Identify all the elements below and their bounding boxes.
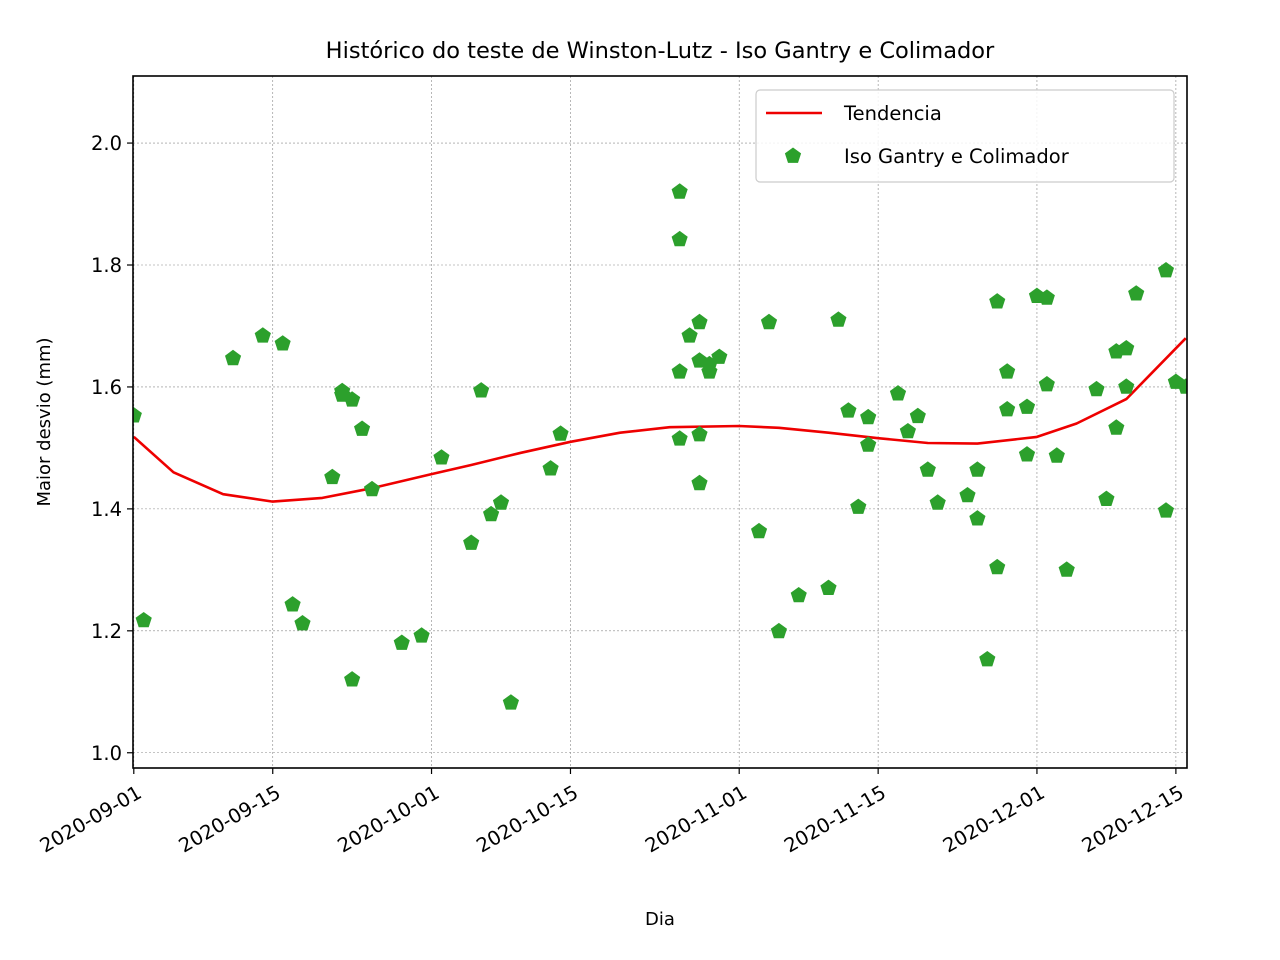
legend-box [755, 89, 1175, 183]
data-point [133, 407, 142, 423]
chart-title: Histórico do teste de Winston-Lutz - Iso… [326, 38, 995, 64]
data-point [552, 425, 569, 441]
data-point [959, 487, 976, 503]
data-point [274, 335, 291, 351]
data-point [225, 349, 242, 366]
data-point [354, 420, 371, 436]
data-point [254, 327, 271, 343]
legend-label: Iso Gantry e Colimador [844, 145, 1070, 168]
data-point [711, 348, 728, 364]
y-tick-label: 2.0 [91, 132, 122, 155]
data-point [691, 313, 708, 330]
legend-label: Tendencia [843, 102, 942, 125]
x-axis-label: Dia [645, 909, 675, 930]
data-point [969, 461, 986, 477]
data-point [760, 313, 778, 330]
y-tick-label: 1.0 [91, 742, 122, 765]
data-point [860, 408, 877, 425]
y-tick-label: 1.2 [91, 620, 122, 643]
axes-frame [132, 75, 1188, 769]
data-point [502, 694, 519, 710]
data-point [1118, 340, 1135, 356]
data-point [820, 579, 837, 595]
data-point [433, 449, 450, 465]
data-point [889, 385, 907, 401]
data-point [1177, 378, 1187, 394]
data-point [324, 468, 341, 485]
data-point [850, 498, 867, 514]
legend: Tendencia Iso Gantry e Colimador [755, 89, 1175, 183]
data-point [284, 596, 301, 612]
x-tick-label: 2020-10-15 [473, 781, 583, 858]
data-point [1088, 380, 1105, 397]
data-point [919, 461, 936, 477]
data-point [860, 436, 877, 452]
data-point [463, 534, 480, 550]
data-point [1118, 378, 1135, 394]
x-tick-label: 2020-09-15 [175, 781, 285, 858]
grid-lines [133, 76, 1187, 768]
data-point [999, 363, 1016, 379]
data-point [1058, 561, 1075, 577]
data-point [1108, 419, 1125, 435]
data-point [989, 558, 1006, 575]
y-tick-label: 1.6 [91, 376, 122, 399]
y-axis-label: Maior desvio (mm) [34, 337, 55, 506]
data-point [979, 651, 996, 667]
data-point [671, 183, 688, 199]
data-point [473, 382, 490, 398]
data-point [393, 634, 410, 650]
data-point [671, 363, 688, 379]
data-point [294, 615, 311, 631]
x-axis-ticks: 2020-09-01 2020-09-15 2020-10-01 2020-10-15… [36, 768, 1188, 857]
data-point [1098, 490, 1115, 506]
data-point [344, 391, 361, 407]
data-point [681, 327, 698, 343]
data-point [1128, 285, 1145, 301]
x-tick-label: 2020-10-01 [334, 781, 444, 858]
data-point [899, 423, 916, 439]
data-point [492, 494, 510, 510]
legend-marker-swatch [784, 147, 802, 163]
data-point [542, 460, 559, 476]
data-point [909, 407, 926, 424]
data-point [1038, 289, 1055, 305]
data-point [770, 622, 787, 639]
data-point [989, 293, 1006, 309]
data-point [691, 426, 708, 442]
data-point [135, 612, 152, 628]
data-point [671, 230, 688, 247]
data-point [363, 480, 381, 497]
data-point [830, 311, 847, 327]
data-point [691, 474, 708, 491]
data-point [969, 510, 986, 526]
data-point [1048, 447, 1065, 463]
data-point [751, 522, 768, 539]
x-tick-label: 2020-11-15 [780, 781, 890, 858]
data-point [790, 587, 807, 603]
data-point [840, 402, 857, 418]
trend-line [133, 337, 1187, 503]
data-point [1038, 376, 1055, 392]
x-tick-label: 2020-12-15 [1078, 781, 1188, 858]
y-tick-label: 1.8 [91, 254, 122, 277]
x-tick-label: 2020-12-01 [939, 781, 1049, 858]
x-tick-label: 2020-11-01 [641, 781, 751, 858]
data-point [1157, 262, 1174, 278]
data-point [671, 430, 688, 446]
y-tick-label: 1.4 [91, 498, 122, 521]
data-point [483, 505, 500, 522]
data-point [1018, 446, 1036, 462]
data-point [1018, 398, 1036, 414]
x-tick-label: 2020-09-01 [36, 781, 146, 858]
y-axis-ticks: 1.0 1.2 1.4 1.6 1.8 2.0 [91, 132, 133, 765]
data-point [999, 401, 1016, 417]
data-point [344, 671, 361, 687]
data-point [1157, 502, 1174, 518]
data-point [929, 494, 946, 510]
data-point [413, 627, 430, 643]
plot-area [133, 183, 1187, 710]
